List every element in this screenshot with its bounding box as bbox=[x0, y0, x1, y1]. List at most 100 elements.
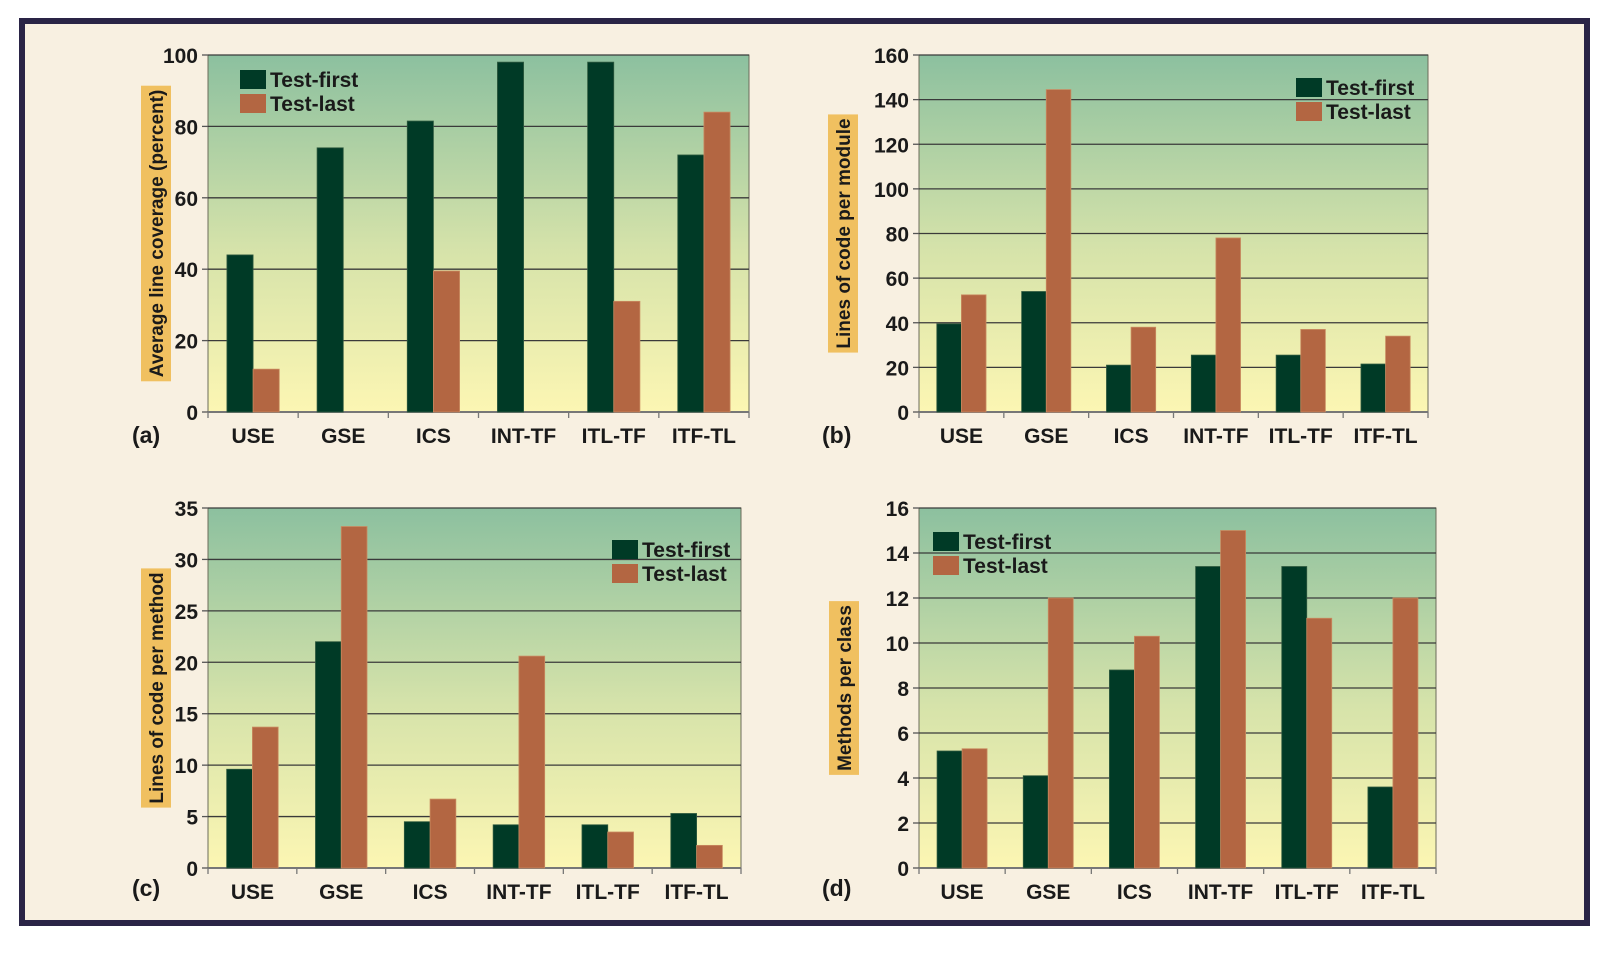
chart-panel-c: 0 5 10 15 20 25 30 35 USE GSE ICS INT-TF ITL-TF ITF-T… bbox=[132, 498, 742, 904]
y-axis-label: Lines of code per method bbox=[147, 572, 168, 803]
y-axis-label-highlight bbox=[829, 601, 859, 775]
bar-test-first bbox=[587, 61, 615, 413]
y-axis-label-group: Average line coverage (percent) bbox=[141, 85, 171, 382]
y-axis-label: Methods per class bbox=[835, 605, 856, 771]
bar-test-last bbox=[1215, 237, 1241, 413]
y-tick-label: 25 bbox=[175, 601, 199, 624]
legend-label: Test-last bbox=[642, 563, 727, 586]
panel-label: (d) bbox=[822, 875, 851, 901]
legend-swatch-test-first bbox=[240, 70, 266, 89]
y-tick-label: 40 bbox=[175, 259, 198, 282]
x-category-label: ITF-TL bbox=[672, 425, 736, 448]
y-tick-label: 40 bbox=[886, 313, 909, 336]
legend-swatch-test-first bbox=[612, 540, 638, 559]
bar-test-first bbox=[315, 641, 342, 869]
bar-test-last bbox=[1300, 329, 1326, 413]
y-tick-label: 100 bbox=[874, 179, 909, 202]
bar-test-first bbox=[406, 120, 434, 413]
x-category-label: ICS bbox=[416, 425, 451, 448]
x-category-label: USE bbox=[940, 881, 983, 904]
x-category-label: ITF-TL bbox=[665, 881, 729, 904]
y-tick-label: 100 bbox=[163, 45, 198, 68]
x-category-label: ITL-TF bbox=[1275, 881, 1339, 904]
y-tick-label: 160 bbox=[874, 45, 909, 68]
bar-test-last bbox=[961, 748, 988, 869]
x-category-label: ITF-TL bbox=[1361, 881, 1425, 904]
bar-test-first bbox=[936, 323, 962, 413]
bar-test-first bbox=[581, 824, 609, 869]
bar-test-last bbox=[252, 368, 280, 413]
legend-swatch-test-first bbox=[1296, 78, 1322, 97]
bar-test-first bbox=[226, 254, 254, 413]
x-category-label: INT-TF bbox=[1188, 881, 1253, 904]
bar-test-last bbox=[613, 300, 641, 413]
y-tick-label: 15 bbox=[175, 704, 199, 727]
bar-test-first bbox=[316, 147, 344, 413]
bar-test-first bbox=[226, 768, 253, 869]
y-tick-label: 16 bbox=[886, 498, 909, 521]
chart-panel-b: 0 20 40 60 80 100 120 140 160 USE GSE ICS INT-TF ITL-… bbox=[822, 45, 1429, 448]
bar-test-last bbox=[703, 111, 731, 413]
panel-label: (b) bbox=[822, 422, 851, 448]
legend-label: Test-first bbox=[270, 69, 358, 92]
bar-test-first bbox=[497, 61, 524, 413]
x-category-label: INT-TF bbox=[491, 425, 556, 448]
y-tick-label: 5 bbox=[186, 807, 198, 830]
x-category-label: USE bbox=[940, 425, 983, 448]
bar-test-last bbox=[518, 655, 546, 869]
y-tick-label: 20 bbox=[175, 652, 198, 675]
bar-test-first bbox=[677, 154, 705, 413]
chart-panel-d: 0 2 4 6 8 10 12 14 16 USE GSE ICS INT-TF ITL-TF ITF-TL… bbox=[822, 498, 1437, 904]
y-tick-label: 0 bbox=[186, 858, 198, 881]
bar-test-first bbox=[670, 813, 697, 869]
bar-test-last bbox=[1385, 335, 1411, 413]
bar-test-first bbox=[492, 824, 520, 869]
y-axis-label-group: Lines of code per module bbox=[828, 114, 858, 353]
bar-test-last bbox=[340, 526, 368, 869]
bar-test-last bbox=[1220, 530, 1246, 869]
bar-test-last bbox=[1392, 597, 1419, 869]
x-category-label: ITL-TF bbox=[1269, 425, 1333, 448]
x-category-label: GSE bbox=[319, 881, 363, 904]
y-axis-label-group: Lines of code per method bbox=[141, 568, 171, 808]
bar-test-last bbox=[433, 270, 460, 413]
y-tick-label: 10 bbox=[886, 633, 909, 656]
bar-test-last bbox=[1134, 635, 1160, 869]
bar-test-last bbox=[252, 726, 279, 869]
chart-panel-a: 0 20 40 60 80 100 USE GSE ICS INT-TF ITL-TF ITF-TL (… bbox=[132, 45, 750, 448]
bar-test-last bbox=[696, 844, 723, 869]
y-tick-label: 4 bbox=[897, 768, 909, 791]
x-category-label: ITL-TF bbox=[582, 425, 646, 448]
y-tick-label: 10 bbox=[175, 755, 198, 778]
x-category-label: USE bbox=[231, 881, 274, 904]
x-category-label: GSE bbox=[1024, 425, 1068, 448]
legend-swatch-test-last bbox=[240, 94, 266, 113]
bar-test-first bbox=[1281, 566, 1308, 869]
bar-test-first bbox=[1021, 291, 1047, 413]
y-tick-label: 60 bbox=[175, 188, 198, 211]
bar-test-first bbox=[1360, 363, 1386, 413]
y-tick-label: 20 bbox=[175, 331, 198, 354]
legend-label: Test-last bbox=[963, 555, 1048, 578]
y-tick-label: 0 bbox=[897, 858, 909, 881]
x-category-label: INT-TF bbox=[486, 881, 551, 904]
y-tick-label: 2 bbox=[897, 813, 909, 836]
bar-test-first bbox=[1367, 786, 1394, 869]
y-tick-label: 6 bbox=[897, 723, 909, 746]
bar-test-first bbox=[403, 821, 431, 869]
bar-test-last bbox=[1130, 326, 1157, 413]
y-tick-label: 35 bbox=[175, 498, 199, 521]
x-category-label: ICS bbox=[1114, 425, 1149, 448]
x-category-label: GSE bbox=[321, 425, 365, 448]
bar-test-last bbox=[1047, 597, 1074, 869]
y-tick-label: 80 bbox=[175, 116, 198, 139]
bar-test-first bbox=[1109, 669, 1135, 869]
y-axis-label-highlight bbox=[828, 114, 858, 353]
y-tick-label: 140 bbox=[874, 90, 909, 113]
y-tick-label: 14 bbox=[886, 543, 910, 566]
y-axis-label: Average line coverage (percent) bbox=[147, 90, 168, 378]
panel-label: (a) bbox=[132, 422, 160, 448]
bar-test-last bbox=[429, 798, 457, 869]
legend-label: Test-first bbox=[642, 539, 730, 562]
